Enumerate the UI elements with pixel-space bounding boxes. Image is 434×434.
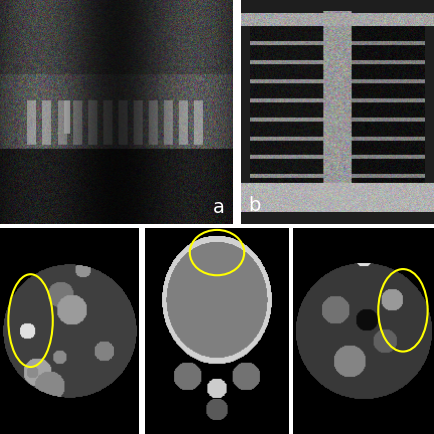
Text: b: b (249, 196, 261, 214)
Text: a: a (214, 198, 225, 217)
